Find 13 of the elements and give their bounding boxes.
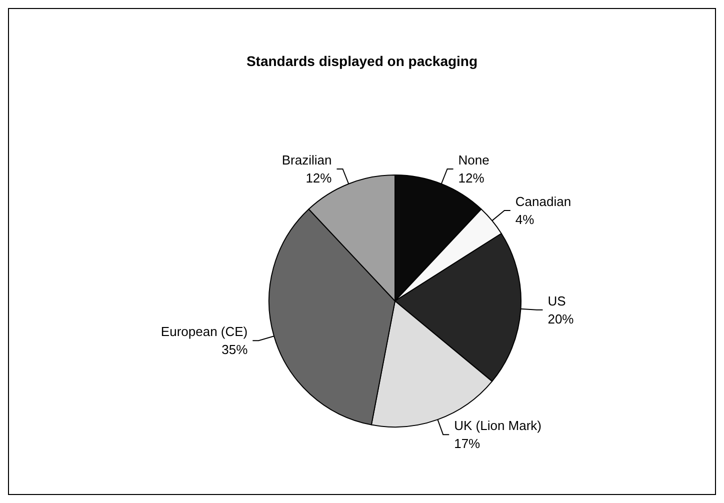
data-label: 4% xyxy=(515,212,535,227)
slice-label: US xyxy=(548,293,566,308)
data-label: 17% xyxy=(454,436,481,452)
data-label: 20% xyxy=(548,311,574,326)
chart-title: Standards displayed on packaging xyxy=(246,53,478,69)
slice-label: Canadian xyxy=(515,194,572,209)
slice-label: European (CE) xyxy=(160,324,248,340)
slice-label: UK (Lion Mark) xyxy=(454,418,542,434)
slice-label: None xyxy=(458,152,490,168)
data-label: 12% xyxy=(306,170,332,186)
data-label: 12% xyxy=(458,170,485,186)
slice-label: Brazilian xyxy=(282,152,332,168)
data-label: 35% xyxy=(222,342,248,358)
